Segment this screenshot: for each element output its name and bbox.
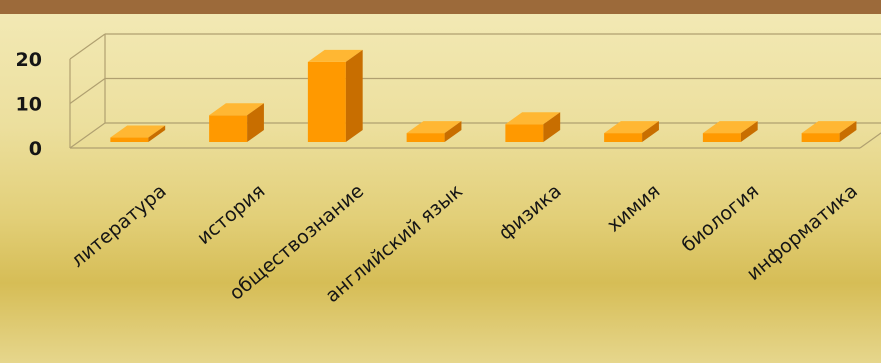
bar-top — [307, 49, 363, 62]
bar-side — [345, 49, 363, 142]
bar-front — [505, 124, 544, 142]
bar-top — [406, 121, 462, 134]
bar-side — [247, 103, 264, 142]
bar-top — [801, 121, 857, 134]
bar-side — [642, 121, 659, 142]
bar-front — [209, 115, 248, 142]
bar — [307, 49, 363, 142]
bars — [110, 49, 857, 142]
category-label: биология — [678, 180, 764, 257]
bar-front — [801, 133, 840, 142]
gridline-side — [69, 122, 106, 149]
bar-top — [110, 125, 166, 138]
bar-side — [444, 121, 462, 142]
bar — [209, 103, 264, 142]
y-tick-label: 10 — [16, 94, 42, 116]
category-label: литература — [67, 180, 171, 272]
bar-side — [740, 121, 758, 142]
category-label: история — [193, 180, 269, 249]
bar-top — [702, 121, 758, 134]
category-labels: литература историяобществознаниеанглийски… — [67, 180, 862, 307]
bar-side — [839, 121, 857, 142]
bar-side — [148, 125, 166, 142]
bar-top — [604, 121, 659, 134]
y-tick-label: 0 — [29, 138, 42, 160]
bar — [702, 121, 758, 142]
bar-front — [307, 61, 346, 142]
bar — [604, 121, 659, 142]
bar — [406, 121, 462, 142]
bar — [505, 112, 561, 142]
bar — [110, 125, 166, 142]
bar-front — [702, 133, 741, 142]
category-label: химия — [603, 180, 664, 237]
bar-front — [604, 133, 643, 142]
y-axis-ticks: 0 10 20 — [16, 49, 42, 160]
gridlines — [69, 33, 881, 149]
bar-front — [110, 137, 149, 142]
gridline-side — [69, 78, 106, 104]
header-band — [0, 0, 881, 14]
bar-top — [505, 112, 561, 125]
bar-top — [209, 103, 264, 116]
bar-side — [543, 112, 561, 142]
bar-front — [406, 133, 445, 142]
floor-edge-right — [859, 132, 881, 149]
y-tick-label: 20 — [16, 49, 42, 71]
category-label: физика — [495, 180, 566, 245]
gridline-side — [69, 33, 106, 60]
bar — [801, 121, 857, 142]
